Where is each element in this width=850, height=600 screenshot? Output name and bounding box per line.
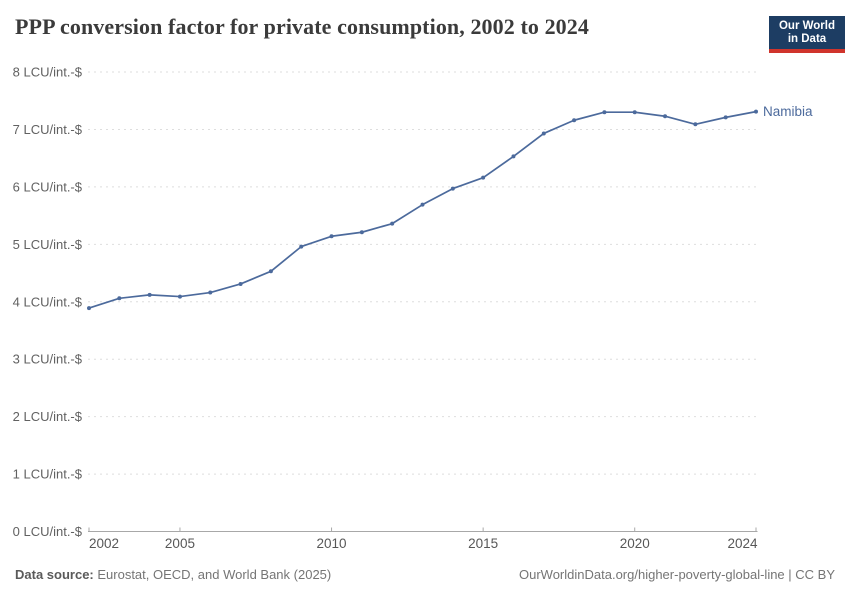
chart-footer: Data source: Eurostat, OECD, and World B… — [0, 567, 850, 582]
data-source-label: Data source: — [15, 567, 94, 582]
data-point-marker — [359, 230, 364, 235]
data-point-marker — [663, 114, 668, 119]
data-point-marker — [602, 110, 607, 115]
data-point-marker — [572, 118, 577, 123]
y-axis-tick-label: 6 LCU/int.-$ — [13, 179, 83, 194]
data-point-marker — [541, 131, 546, 136]
data-point-marker — [329, 234, 334, 239]
y-axis-tick-label: 2 LCU/int.-$ — [13, 409, 83, 424]
data-point-marker — [420, 202, 425, 207]
data-point-marker — [147, 292, 152, 297]
owid-logo-line2: in Data — [787, 33, 827, 45]
data-point-marker — [390, 221, 395, 226]
owid-logo: Our World in Data — [769, 16, 845, 53]
y-axis-tick-label: 8 LCU/int.-$ — [13, 65, 83, 80]
data-point-marker — [117, 296, 122, 301]
y-axis-tick-label: 1 LCU/int.-$ — [13, 467, 83, 482]
attribution-text: OurWorldinData.org/higher-poverty-global… — [519, 567, 835, 582]
data-point-marker — [481, 175, 486, 180]
chart-title: PPP conversion factor for private consum… — [15, 14, 589, 39]
data-point-marker — [177, 294, 182, 299]
x-axis-tick-label: 2010 — [317, 536, 347, 551]
series-line-namibia — [88, 110, 757, 309]
data-source-text: Eurostat, OECD, and World Bank (2025) — [93, 567, 332, 582]
data-source: Data source: Eurostat, OECD, and World B… — [15, 567, 331, 582]
y-axis-tick-label: 0 LCU/int.-$ — [13, 524, 83, 539]
y-axis-tick-label: 5 LCU/int.-$ — [13, 237, 83, 252]
x-axis-tick-label: 2005 — [165, 536, 195, 551]
y-axis-tick-label: 4 LCU/int.-$ — [13, 294, 83, 309]
data-point-marker — [693, 122, 698, 127]
data-point-marker — [299, 244, 304, 249]
y-axis-tick-label: 3 LCU/int.-$ — [13, 352, 83, 367]
x-axis-tick-label: 2020 — [620, 536, 650, 551]
data-point-marker — [208, 290, 213, 295]
x-axis-tick-label: 2002 — [89, 536, 119, 551]
data-point-marker — [268, 269, 273, 274]
data-point-marker — [87, 306, 91, 311]
data-point-marker — [238, 281, 243, 286]
series-end-label-namibia: Namibia — [763, 104, 813, 119]
data-point-marker — [632, 110, 637, 115]
data-point-marker — [511, 154, 516, 159]
owid-logo-line1: Our World — [778, 20, 835, 32]
data-point-marker — [450, 186, 455, 191]
x-axis-tick-label: 2024 — [727, 536, 758, 551]
y-axis-tick-label: 7 LCU/int.-$ — [13, 122, 83, 137]
data-point-marker — [723, 115, 728, 120]
x-axis-tick-label: 2015 — [468, 536, 498, 551]
data-point-marker — [754, 109, 758, 114]
